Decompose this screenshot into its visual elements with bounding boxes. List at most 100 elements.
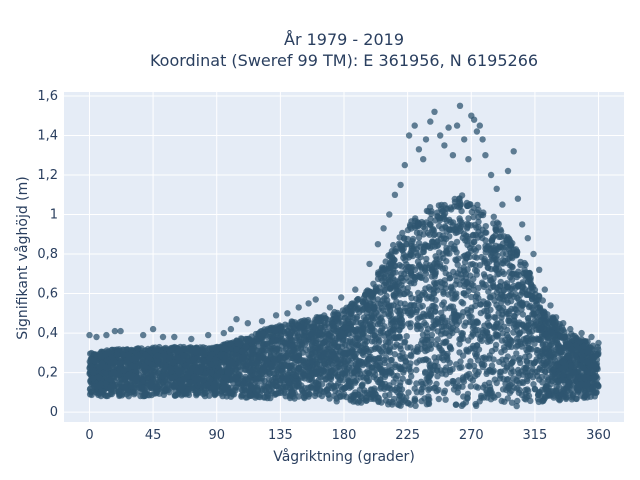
data-point	[481, 255, 488, 263]
data-point	[530, 336, 537, 343]
data-point	[491, 297, 498, 304]
data-point	[315, 314, 322, 321]
data-point	[527, 359, 534, 367]
data-point	[434, 367, 441, 374]
data-point	[426, 396, 433, 403]
data-point	[454, 261, 461, 268]
data-point	[277, 376, 285, 384]
data-point	[347, 337, 354, 344]
data-point	[466, 318, 474, 326]
data-point	[162, 344, 169, 352]
data-point	[446, 275, 453, 282]
data-point	[505, 283, 512, 290]
data-point	[310, 323, 317, 330]
data-point	[472, 297, 480, 304]
data-point	[300, 359, 308, 366]
data-point	[377, 383, 385, 391]
data-point	[312, 379, 320, 387]
data-point	[489, 368, 497, 376]
data-point	[477, 309, 484, 317]
data-point	[398, 281, 405, 289]
data-point	[396, 310, 403, 317]
data-point	[432, 321, 440, 328]
data-point	[507, 262, 514, 269]
data-point	[529, 365, 536, 372]
data-point	[426, 362, 433, 369]
data-point	[535, 391, 542, 399]
data-point	[539, 379, 546, 386]
data-point	[419, 302, 426, 310]
data-point	[185, 386, 192, 393]
data-point	[301, 375, 308, 382]
data-point	[472, 345, 479, 352]
data-point	[453, 277, 460, 284]
data-point	[467, 383, 474, 390]
data-point	[276, 361, 284, 369]
data-point	[420, 383, 427, 391]
data-point	[238, 393, 245, 400]
data-point	[458, 330, 465, 337]
data-point	[386, 269, 393, 276]
data-point	[480, 384, 487, 391]
data-point	[300, 393, 307, 401]
data-point	[305, 384, 312, 391]
data-point	[424, 295, 431, 302]
data-point	[510, 312, 518, 319]
data-point	[389, 401, 396, 408]
data-point	[259, 369, 266, 377]
data-point	[406, 278, 413, 285]
data-point	[506, 317, 513, 325]
data-point	[404, 378, 412, 385]
data-point	[255, 354, 262, 361]
data-point	[407, 323, 414, 331]
data-point	[439, 232, 447, 239]
data-point	[364, 378, 371, 385]
data-point	[404, 285, 411, 292]
data-point	[500, 270, 508, 278]
data-point	[88, 349, 95, 357]
data-point	[508, 305, 515, 313]
data-point	[469, 260, 476, 268]
data-point	[494, 271, 501, 278]
data-point	[478, 337, 485, 344]
data-point	[452, 256, 459, 263]
data-point	[86, 391, 94, 398]
data-point	[531, 310, 538, 318]
data-point	[446, 216, 453, 223]
data-point	[166, 389, 173, 396]
data-point	[387, 357, 395, 364]
data-point	[482, 281, 489, 289]
data-point	[347, 395, 354, 402]
data-point	[423, 375, 430, 382]
data-point	[274, 383, 281, 390]
data-point	[313, 361, 321, 368]
data-point	[413, 249, 420, 256]
data-point	[124, 351, 132, 359]
data-point	[548, 346, 555, 354]
data-point	[507, 365, 515, 372]
data-point	[405, 389, 412, 396]
data-point	[461, 282, 468, 290]
data-point	[381, 373, 389, 380]
data-point	[291, 378, 299, 385]
data-point	[406, 366, 413, 373]
data-point	[135, 362, 142, 369]
data-point	[555, 395, 562, 403]
data-point	[447, 283, 455, 290]
data-point	[122, 365, 130, 372]
data-point	[514, 397, 521, 405]
data-point	[432, 296, 439, 304]
data-point	[440, 290, 447, 297]
data-point	[489, 256, 496, 263]
data-point	[410, 280, 418, 287]
data-point	[545, 337, 552, 344]
data-point	[451, 246, 459, 253]
data-point	[399, 229, 406, 237]
data-point	[359, 361, 366, 369]
data-point	[285, 378, 292, 386]
data-point	[384, 297, 391, 304]
data-point	[386, 368, 394, 375]
data-point	[378, 367, 385, 374]
data-point	[396, 261, 403, 269]
data-point	[302, 346, 310, 354]
